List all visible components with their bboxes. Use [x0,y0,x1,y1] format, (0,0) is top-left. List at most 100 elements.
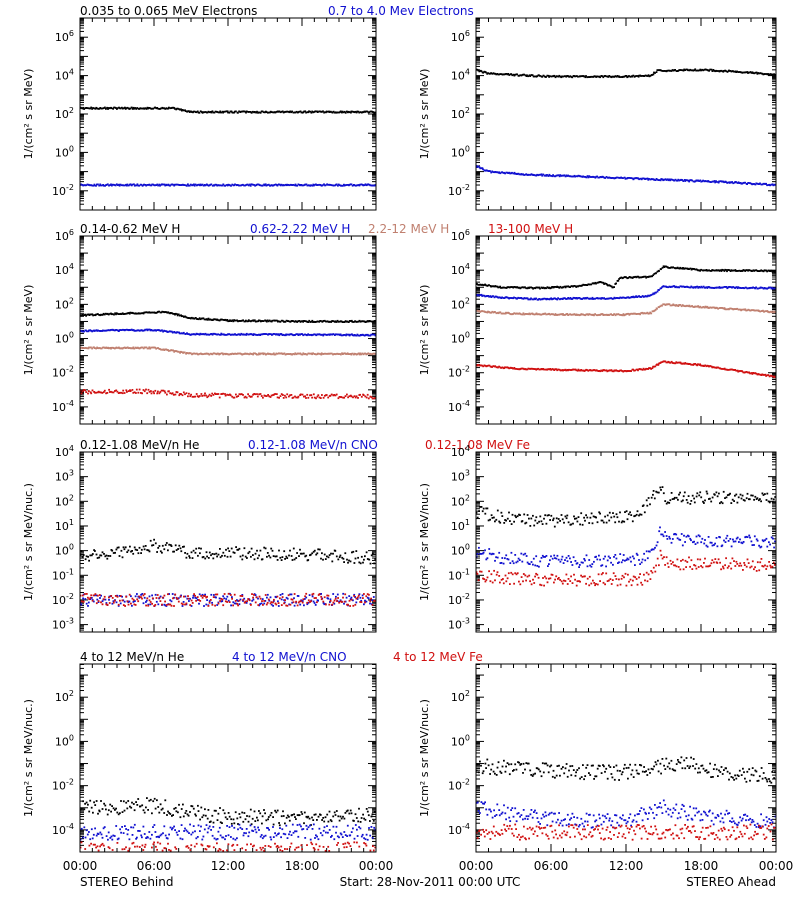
data-point [639,296,641,298]
data-point [370,396,373,398]
data-point [704,364,707,367]
data-point [650,294,653,296]
data-point [151,311,154,314]
data-point [726,182,729,184]
data-point [633,369,635,372]
data-point [245,396,248,399]
data-point [555,368,558,371]
data-point [640,312,643,314]
data-point [198,547,200,550]
data-point [477,364,479,366]
data-point [771,311,774,314]
data-point [222,183,225,186]
data-point [583,75,585,78]
data-point [111,183,114,186]
data-point [536,173,538,176]
data-point [369,352,372,355]
data-point [692,306,695,308]
data-point [96,183,98,186]
data-point [489,170,491,172]
data-point [147,388,150,391]
data-point [772,270,775,273]
data-point [276,396,279,399]
data-point [115,329,118,331]
data-point [213,553,216,556]
data-point [186,332,188,335]
data-point [568,313,571,316]
data-point [686,304,689,307]
data-point [318,396,321,399]
data-point [87,390,90,392]
data-point [164,184,167,187]
data-point [325,320,327,323]
data-point [346,110,348,113]
data-point [109,184,111,186]
data-point [167,331,169,333]
data-point [262,320,265,322]
data-point [707,69,710,72]
data-point [80,107,83,109]
data-point [333,394,336,396]
data-point [137,329,140,332]
data-point [627,177,629,179]
data-point [728,69,730,72]
data-point [148,107,150,109]
row-title-1: 0.14-0.62 MeV H [80,222,180,236]
data-point [723,181,725,184]
data-point [200,393,203,395]
data-point [169,184,171,187]
data-point [329,110,332,113]
data-point [319,397,322,399]
data-point [140,548,143,551]
data-point [172,550,174,553]
data-point [337,320,340,323]
data-point [527,75,530,78]
data-point [104,555,107,558]
data-point [663,285,665,288]
data-point [292,334,295,337]
data-point [719,287,722,289]
data-point [730,269,733,272]
data-point [315,334,318,337]
data-point [320,557,322,560]
y-tick-label: 10-2 [448,183,470,198]
data-point [622,296,624,299]
data-point [173,550,175,553]
data-point [171,330,173,333]
data-point [225,548,227,551]
data-point [349,333,352,336]
data-point [147,347,150,350]
data-point [604,314,607,316]
data-point [249,333,251,336]
data-point [661,266,664,269]
data-point [623,75,626,78]
series-3 [475,303,776,317]
data-point [207,395,210,398]
data-point [369,395,372,398]
data-point [249,111,252,113]
data-point [130,106,133,109]
data-point [193,110,196,113]
data-point [177,183,179,186]
row-title-2: 0.7 to 4.0 Mev Electrons [328,4,474,18]
data-point [323,183,325,186]
data-point [590,75,593,78]
data-point [115,312,118,315]
data-point [537,367,540,370]
data-point [695,286,697,288]
data-point [533,313,536,316]
data-point [216,318,219,321]
data-point [590,283,593,286]
data-point [104,184,106,187]
data-point [366,393,369,396]
y-tick-label: 10-2 [52,592,74,607]
data-point [165,107,168,110]
data-point [667,303,670,306]
data-point [192,183,195,186]
data-point [700,69,702,72]
data-point [155,184,157,186]
data-point [485,71,487,74]
data-point [93,314,96,316]
data-point [168,390,170,393]
